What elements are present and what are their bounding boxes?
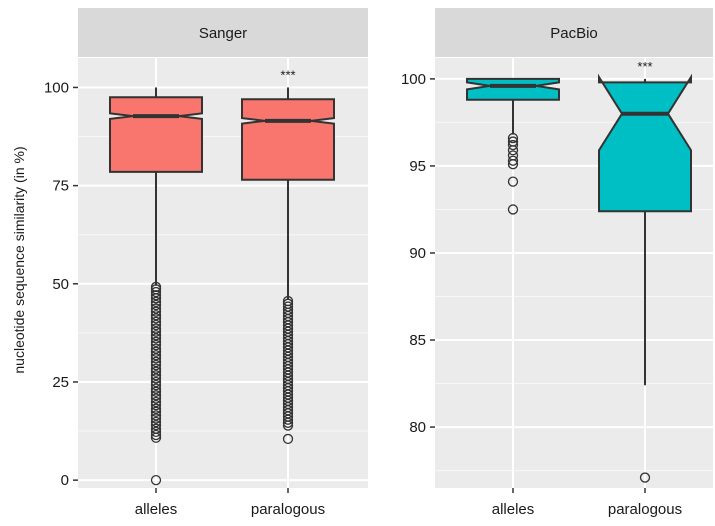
box-marks: *** bbox=[109, 67, 335, 486]
y-tick-label: 100 bbox=[401, 71, 426, 88]
y-tick-label: 75 bbox=[52, 178, 69, 195]
outlier-point bbox=[150, 319, 162, 331]
outlier-point bbox=[150, 379, 162, 391]
outlier-point bbox=[150, 339, 162, 351]
outlier-point bbox=[507, 176, 519, 187]
outlier-point bbox=[150, 353, 162, 364]
outlier-point bbox=[150, 286, 162, 298]
panel-pacbio: PacBio *** 80 85 90 95 100 alleles paralogous bbox=[401, 8, 713, 518]
outlier-point bbox=[282, 414, 294, 425]
y-tick-label: 50 bbox=[52, 276, 69, 293]
outlier-point bbox=[150, 316, 162, 328]
y-tick-label: 25 bbox=[52, 374, 69, 391]
strip-background bbox=[435, 8, 713, 57]
outlier-point bbox=[150, 336, 162, 348]
x-tick-label: paralogous bbox=[608, 501, 682, 518]
outlier-point bbox=[507, 145, 519, 156]
y-tick-label: 85 bbox=[409, 332, 426, 349]
significance-annotation: *** bbox=[280, 67, 295, 82]
box-alleles bbox=[466, 77, 560, 101]
outlier-point bbox=[150, 330, 162, 341]
outlier-point bbox=[150, 393, 162, 404]
y-tick-label: 80 bbox=[409, 419, 426, 436]
outlier-point bbox=[150, 376, 162, 388]
x-tick-label: alleles bbox=[492, 501, 535, 518]
outlier-point bbox=[150, 366, 162, 377]
outlier-point bbox=[150, 303, 162, 314]
outlier-point bbox=[150, 346, 162, 357]
outlier-point bbox=[150, 406, 162, 417]
y-tick-label: 0 bbox=[61, 472, 69, 489]
outlier-point bbox=[150, 363, 162, 374]
outlier-point bbox=[507, 139, 519, 151]
outlier-point bbox=[150, 390, 162, 401]
y-tick-label: 100 bbox=[44, 79, 69, 96]
outlier-point bbox=[150, 403, 162, 414]
outlier-point bbox=[150, 359, 162, 371]
axis-ticks: 0 25 50 75 100 alleles paralogous bbox=[44, 79, 325, 518]
outlier-point bbox=[282, 417, 294, 428]
outlier-point bbox=[150, 399, 162, 411]
strip-label-sanger: Sanger bbox=[199, 25, 247, 42]
outlier-point bbox=[150, 299, 162, 311]
outlier-point bbox=[150, 429, 162, 441]
box-marks: *** bbox=[466, 59, 692, 483]
panel-sanger: Sanger *** 0 25 50 75 100 alleles paralogous bbox=[44, 8, 368, 518]
y-tick-label: 95 bbox=[409, 158, 426, 175]
outlier-point bbox=[150, 386, 162, 397]
outlier-point bbox=[150, 396, 162, 408]
outlier-point bbox=[150, 313, 162, 324]
outlier-point bbox=[150, 413, 162, 424]
y-tick-label: 90 bbox=[409, 245, 426, 262]
outlier-point bbox=[150, 410, 162, 421]
box-paralogous bbox=[598, 73, 692, 213]
y-axis-title: nucleotide sequence similarity (in %) bbox=[11, 146, 27, 373]
outlier-point bbox=[150, 356, 162, 368]
x-tick-label: alleles bbox=[135, 501, 178, 518]
outlier-point bbox=[150, 293, 162, 304]
x-tick-label: paralogous bbox=[251, 501, 325, 518]
outlier-point bbox=[639, 472, 651, 483]
outlier-point bbox=[150, 474, 162, 486]
outlier-point bbox=[150, 343, 162, 354]
box-alleles bbox=[109, 96, 203, 173]
outlier-point bbox=[150, 333, 162, 344]
outlier-point bbox=[507, 204, 519, 215]
axis-ticks: 80 85 90 95 100 alleles paralogous bbox=[401, 71, 682, 518]
outlier-point bbox=[150, 306, 162, 317]
significance-annotation: *** bbox=[637, 59, 652, 74]
outlier-point bbox=[282, 420, 294, 431]
outlier-point bbox=[150, 383, 162, 394]
outlier-point bbox=[150, 296, 162, 308]
outlier-point bbox=[150, 326, 162, 337]
box-paralogous bbox=[241, 98, 335, 181]
strip-background bbox=[78, 8, 368, 57]
outlier-point bbox=[150, 370, 162, 381]
outlier-point bbox=[150, 310, 162, 321]
outlier-point bbox=[150, 420, 162, 431]
outlier-point bbox=[150, 432, 162, 443]
outlier-point bbox=[150, 350, 162, 361]
outlier-point bbox=[150, 290, 162, 301]
outlier-point bbox=[507, 159, 519, 170]
strip-label-pacbio: PacBio bbox=[550, 25, 598, 42]
outlier-point bbox=[507, 132, 519, 144]
outlier-point bbox=[507, 155, 519, 166]
outlier-point bbox=[282, 433, 294, 445]
outlier-point bbox=[150, 323, 162, 334]
outlier-point bbox=[150, 426, 162, 437]
outlier-point bbox=[150, 373, 162, 384]
outlier-point bbox=[150, 416, 162, 428]
